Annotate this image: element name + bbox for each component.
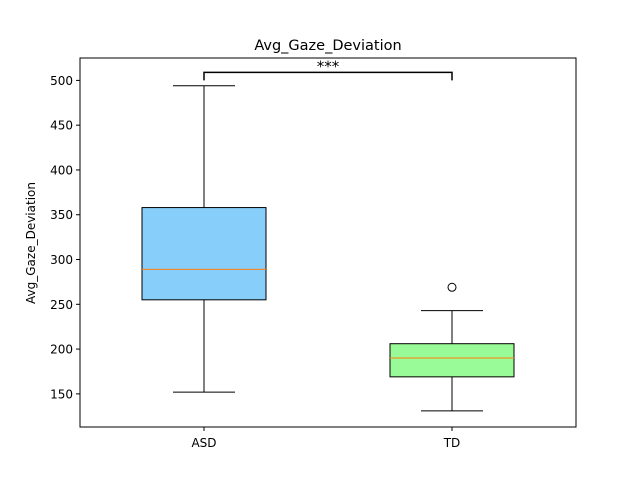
axes-frame <box>79 57 577 428</box>
y-tick-label: 250 <box>50 298 73 312</box>
box-asd <box>141 207 267 301</box>
box-td <box>389 343 515 378</box>
x-tick-label: ASD <box>191 436 216 450</box>
significance-label: *** <box>317 57 340 75</box>
plot-area: 150 200 250 300 350 400 450 500 ASD TD *** <box>50 57 577 450</box>
outlier-point <box>447 282 457 292</box>
y-tick-label: 350 <box>50 208 73 222</box>
y-tick-label: 300 <box>50 253 73 267</box>
chart-title: Avg_Gaze_Deviation <box>254 38 401 54</box>
y-tick-label: 450 <box>50 119 73 133</box>
y-tick-label: 200 <box>50 343 73 357</box>
y-axis-label: Avg_Gaze_Deviation <box>24 182 38 304</box>
significance-bracket <box>203 71 453 81</box>
y-tick-label: 400 <box>50 163 73 177</box>
x-tick-label: TD <box>443 436 461 450</box>
y-tick-label: 150 <box>50 387 73 401</box>
y-tick-label: 500 <box>50 74 73 88</box>
